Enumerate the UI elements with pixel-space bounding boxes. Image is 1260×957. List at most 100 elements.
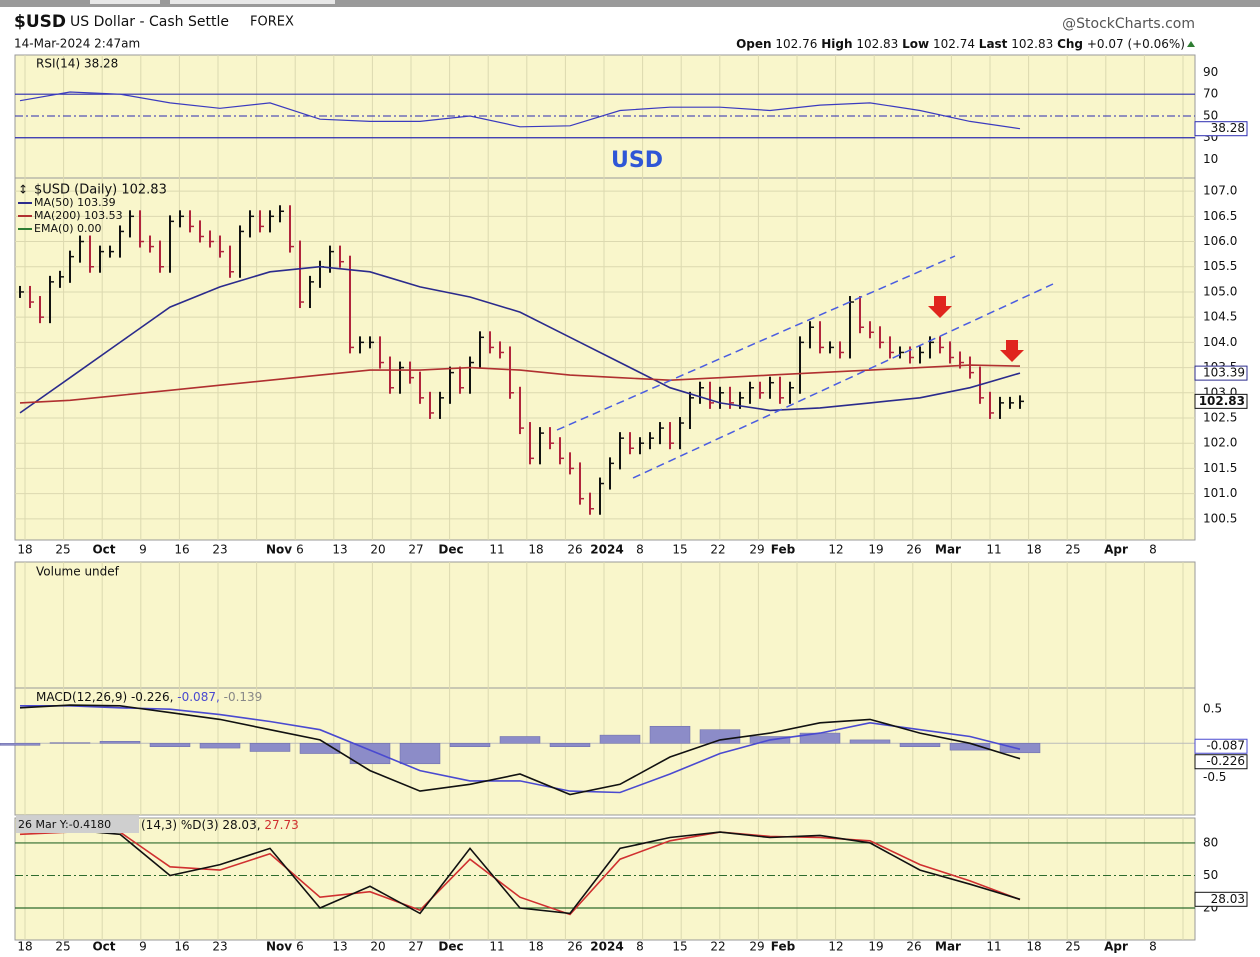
price-bar [189,210,194,233]
price-bar [609,457,614,490]
x-tick-label: 13 [332,543,347,557]
price-bar [719,386,724,409]
price-bar [649,432,654,450]
macd-label-part: -0.139 [224,690,263,704]
annotation: USD [611,148,663,173]
toolbar-tab[interactable] [90,0,160,4]
source: @StockCharts.com [1062,16,1195,32]
value-box-label: 102.83 [1199,394,1245,408]
price-bar [479,331,484,369]
price-bar [799,336,804,394]
price-bar [99,245,104,273]
histogram-bar [399,743,441,765]
price-bar [939,336,944,354]
x-tick-label: Dec [438,940,463,954]
x-tick-label: 18 [17,543,32,557]
y-tick-label: 101.5 [1203,461,1237,475]
price-bar [279,205,284,223]
x-tick-label: Mar [935,543,961,557]
x-tick-label: 25 [55,543,70,557]
x-tick-label: 18 [528,543,543,557]
price-bar [949,341,954,364]
x-tick-label: 9 [139,940,147,954]
price-bar [709,381,714,409]
price-bar [269,210,274,233]
histogram-bar [649,725,691,744]
value-box-label: -0.226 [1206,754,1245,768]
y-tick-label: 70 [1203,87,1218,101]
down-arrow [1000,340,1024,362]
y-tick-label: 100.5 [1203,511,1237,525]
price-bar [549,427,554,450]
price-bar [359,336,364,354]
x-tick-label: 8 [636,543,644,557]
price-bar [579,462,584,505]
price-bar [839,341,844,359]
price-panel [14,177,1196,541]
price-bar [139,210,144,248]
price-bar [689,391,694,430]
y-tick-label: 0.5 [1203,702,1222,716]
tooltip: 26 Mar Y:-0.4180 [18,818,111,831]
series-line [20,705,1021,794]
legend-icon: ↕ [18,183,28,197]
x-tick-label: 19 [868,940,883,954]
price-bar [779,376,784,404]
quote-label: Last [979,37,1008,51]
legend-entry: EMA(0) 0.00 [34,222,102,235]
toolbar-tab[interactable] [170,0,335,4]
price-bar [419,371,424,404]
histogram-bar [549,743,591,747]
quote-value: +0.07 (+0.06%) [1087,37,1185,51]
price-bar [539,427,544,465]
price-bar [889,336,894,359]
x-tick-label: 11 [986,940,1001,954]
value-box-label: -0.087 [1206,739,1245,753]
price-bar [399,361,404,394]
value-box [1194,891,1248,907]
y-tick-label: 105.5 [1203,259,1237,273]
price-bar [819,321,824,354]
x-tick-label: 27 [408,940,423,954]
price-bar [869,321,874,339]
volume-panel [14,561,1196,689]
x-tick-label: Apr [1104,543,1128,557]
x-tick-label: 12 [828,940,843,954]
price-bar [209,230,214,248]
price-bar [219,235,224,258]
price-bar [669,422,674,450]
price-bar [149,235,154,253]
x-tick-label: 6 [296,543,304,557]
price-bar [809,321,814,349]
price-bar [349,255,354,354]
price-bar [489,331,494,354]
histogram-bar [0,743,41,746]
x-tick-label: 18 [17,940,32,954]
volume-label: Volume undef [36,565,120,579]
price-bar [179,210,184,228]
x-tick-label: 11 [489,940,504,954]
price-bar [249,210,254,238]
x-tick-label: 2024 [590,543,623,557]
price-bar [59,270,64,288]
x-tick-label: Feb [771,543,796,557]
quote-line: Open 102.76 High 102.83 Low 102.74 Last … [736,37,1185,51]
price-bar [169,215,174,273]
histogram-bar [949,743,991,751]
price-bar [79,235,84,263]
value-box [1194,121,1248,137]
price-bar [129,210,134,238]
price-bar [499,341,504,359]
price-bar [849,296,854,359]
y-tick-label: 90 [1203,65,1218,79]
y-tick-label: 50 [1203,108,1218,122]
x-tick-label: 12 [828,543,843,557]
histogram-bar [249,743,291,752]
y-tick-label: 106.5 [1203,209,1237,223]
price-bar [449,366,454,404]
value-box [1194,393,1248,409]
x-tick-label: Oct [92,940,115,954]
series-line [19,364,1021,404]
y-tick-label: -0.5 [1203,770,1226,784]
legend-entry: $USD (Daily) 102.83 [34,183,167,198]
